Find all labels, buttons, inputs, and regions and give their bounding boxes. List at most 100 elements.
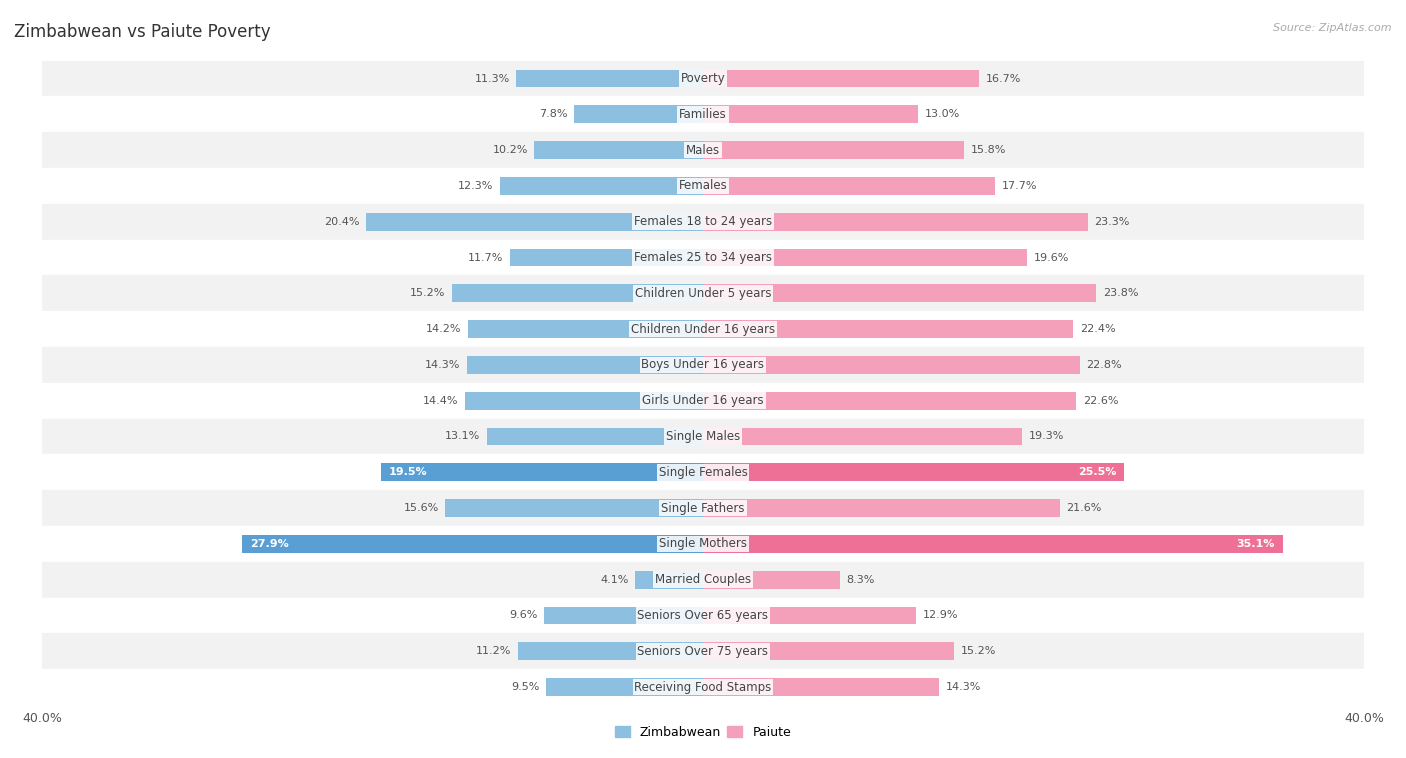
Text: 14.3%: 14.3% <box>946 682 981 692</box>
Bar <box>42 634 1364 669</box>
Text: Females 18 to 24 years: Females 18 to 24 years <box>634 215 772 228</box>
Bar <box>703 70 979 87</box>
Text: 11.7%: 11.7% <box>468 252 503 262</box>
Text: Single Mothers: Single Mothers <box>659 537 747 550</box>
Text: 7.8%: 7.8% <box>538 109 568 119</box>
Bar <box>703 356 1080 374</box>
Bar <box>703 678 939 696</box>
Text: 22.4%: 22.4% <box>1080 324 1115 334</box>
Text: Children Under 16 years: Children Under 16 years <box>631 323 775 336</box>
Text: 17.7%: 17.7% <box>1002 181 1038 191</box>
Bar <box>703 535 1282 553</box>
Legend: Zimbabwean, Paiute: Zimbabwean, Paiute <box>610 721 796 744</box>
Text: Single Males: Single Males <box>666 430 740 443</box>
Text: Girls Under 16 years: Girls Under 16 years <box>643 394 763 407</box>
Bar <box>703 463 1125 481</box>
Text: 20.4%: 20.4% <box>323 217 360 227</box>
Bar <box>42 61 1364 96</box>
Bar <box>42 454 1364 490</box>
Text: 8.3%: 8.3% <box>846 575 875 584</box>
Bar <box>546 678 703 696</box>
Bar <box>499 177 703 195</box>
Bar <box>468 320 703 338</box>
Text: 19.6%: 19.6% <box>1033 252 1069 262</box>
Text: 4.1%: 4.1% <box>600 575 628 584</box>
Bar <box>703 571 841 589</box>
Bar <box>517 642 703 660</box>
Bar <box>516 70 703 87</box>
Bar <box>534 141 703 159</box>
Bar <box>42 490 1364 526</box>
Bar <box>574 105 703 124</box>
Text: 14.4%: 14.4% <box>423 396 458 406</box>
Bar <box>703 249 1026 267</box>
Bar <box>42 132 1364 168</box>
Text: 15.2%: 15.2% <box>411 288 446 299</box>
Text: 15.2%: 15.2% <box>960 647 995 656</box>
Text: 35.1%: 35.1% <box>1236 539 1275 549</box>
Bar <box>42 526 1364 562</box>
Bar <box>703 392 1077 409</box>
Text: 16.7%: 16.7% <box>986 74 1021 83</box>
Text: 15.8%: 15.8% <box>970 145 1007 155</box>
Text: Seniors Over 75 years: Seniors Over 75 years <box>637 645 769 658</box>
Bar <box>703 606 917 625</box>
Text: Receiving Food Stamps: Receiving Food Stamps <box>634 681 772 694</box>
Bar <box>703 177 995 195</box>
Text: Single Females: Single Females <box>658 465 748 479</box>
Text: 27.9%: 27.9% <box>250 539 290 549</box>
Text: 19.5%: 19.5% <box>389 467 427 478</box>
Text: 14.3%: 14.3% <box>425 360 460 370</box>
Bar <box>510 249 703 267</box>
Bar <box>42 383 1364 418</box>
Text: 21.6%: 21.6% <box>1066 503 1102 513</box>
Bar <box>242 535 703 553</box>
Bar <box>42 418 1364 454</box>
Text: 14.2%: 14.2% <box>426 324 461 334</box>
Bar <box>703 499 1060 517</box>
Text: Children Under 5 years: Children Under 5 years <box>634 287 772 300</box>
Text: 22.6%: 22.6% <box>1083 396 1118 406</box>
Bar <box>451 284 703 302</box>
Text: Poverty: Poverty <box>681 72 725 85</box>
Bar <box>42 347 1364 383</box>
Text: 11.2%: 11.2% <box>477 647 512 656</box>
Bar <box>366 213 703 230</box>
Text: Families: Families <box>679 108 727 121</box>
Text: Females 25 to 34 years: Females 25 to 34 years <box>634 251 772 264</box>
Text: 13.1%: 13.1% <box>444 431 479 441</box>
Bar <box>703 213 1088 230</box>
Bar <box>42 96 1364 132</box>
Text: 12.3%: 12.3% <box>458 181 494 191</box>
Text: 9.5%: 9.5% <box>510 682 540 692</box>
Bar <box>703 141 965 159</box>
Bar <box>42 204 1364 240</box>
Text: 10.2%: 10.2% <box>492 145 527 155</box>
Bar <box>446 499 703 517</box>
Bar <box>42 562 1364 597</box>
Text: 15.6%: 15.6% <box>404 503 439 513</box>
Bar <box>42 168 1364 204</box>
Bar <box>42 275 1364 312</box>
Bar <box>42 669 1364 705</box>
Bar <box>703 642 955 660</box>
Bar <box>465 392 703 409</box>
Bar <box>703 320 1073 338</box>
Text: Married Couples: Married Couples <box>655 573 751 586</box>
Text: 23.3%: 23.3% <box>1094 217 1130 227</box>
Text: 22.8%: 22.8% <box>1087 360 1122 370</box>
Bar <box>544 606 703 625</box>
Text: Single Fathers: Single Fathers <box>661 502 745 515</box>
Bar <box>703 428 1022 446</box>
Text: Seniors Over 65 years: Seniors Over 65 years <box>637 609 769 622</box>
Bar <box>467 356 703 374</box>
Bar <box>703 105 918 124</box>
Bar <box>42 312 1364 347</box>
Bar <box>703 284 1097 302</box>
Text: 19.3%: 19.3% <box>1028 431 1064 441</box>
Text: Zimbabwean vs Paiute Poverty: Zimbabwean vs Paiute Poverty <box>14 23 271 41</box>
Text: 13.0%: 13.0% <box>924 109 960 119</box>
Bar <box>42 597 1364 634</box>
Text: 11.3%: 11.3% <box>474 74 510 83</box>
Bar <box>636 571 703 589</box>
